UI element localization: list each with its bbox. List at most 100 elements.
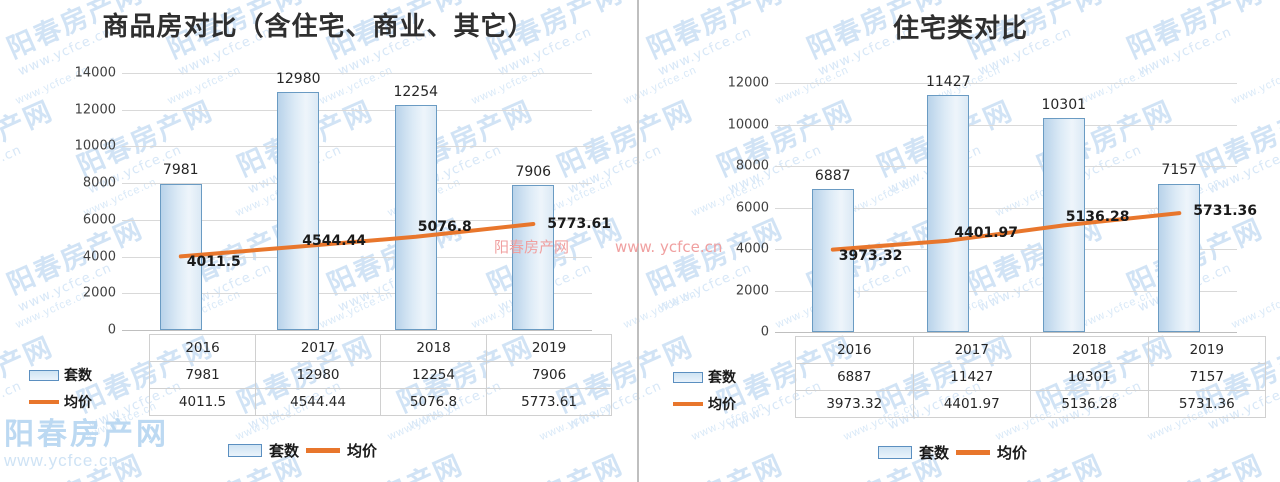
table-row: 套数 6887 11427 10301 7157 (671, 363, 1266, 391)
line-value-label: 5076.8 (417, 218, 472, 235)
table-value-cell: 7981 (148, 361, 257, 389)
red-watermark-cn: 阳春房产网 (494, 238, 570, 256)
chart-title-left: 商品房对比（含住宅、商业、其它） (102, 12, 535, 42)
y-axis-tick-label: 6000 (82, 212, 116, 228)
y-axis-tick-label: 4000 (735, 241, 769, 257)
y-axis-tick-label: 14000 (74, 65, 116, 81)
bar-value-label: 12980 (275, 70, 321, 87)
table-header-cell: 2018 (1030, 336, 1149, 364)
site-brand-url: www.ycfce.cn (4, 451, 119, 470)
line-value-label: 4011.5 (186, 254, 241, 271)
gridline (775, 249, 1237, 250)
gridline (775, 124, 1237, 126)
bar-value-label: 10301 (1041, 97, 1087, 114)
bar-value-label: 7906 (515, 163, 552, 180)
table-value-cell: 12254 (379, 361, 488, 389)
line-value-label: 5731.36 (1193, 203, 1258, 220)
y-axis-tick-label: 10000 (74, 138, 116, 154)
legend-label[interactable]: 套数 (269, 442, 300, 460)
bar-value-label: 7157 (1161, 162, 1198, 179)
table-series-key-cell: 均价 (27, 389, 150, 416)
line-value-label: 5773.61 (547, 216, 612, 232)
gridline (122, 256, 592, 258)
chart-panel-left: 商品房对比（含住宅、商业、其它） 0 2000 4000 6000 8000 10000 1… (0, 0, 637, 482)
table-series-key-cell: 套数 (27, 362, 150, 389)
bar-swatch-icon (29, 369, 59, 381)
table-series-key-cell: 均价 (671, 391, 796, 418)
table-value-cell: 7906 (486, 361, 612, 389)
table-value-cell: 6887 (795, 363, 914, 391)
site-brand-cn: 阳春房产网 (4, 417, 169, 452)
table-series-label: 套数 (708, 370, 736, 386)
table-header-cell: 2016 (148, 334, 257, 362)
y-axis-tick-label: 2000 (82, 285, 116, 301)
gridline (775, 207, 1237, 209)
table-value-cell: 12980 (255, 361, 381, 389)
gridline (775, 290, 1237, 292)
plot-area-left: 0 2000 4000 6000 8000 10000 12000 14000 7981 1298… (75, 66, 611, 338)
table-header-cell: 2018 (379, 334, 488, 362)
table-row: 套数 7981 12980 12254 7906 (27, 361, 612, 389)
table-value-cell: 4544.44 (255, 388, 381, 416)
table-header-cell: 2017 (255, 334, 381, 362)
table-corner-cell (671, 337, 796, 364)
table-series-label: 均价 (708, 397, 736, 413)
chart-panel-right: 住宅类对比 0 2000 4000 6000 8000 10000 12000 6887 114… (641, 0, 1280, 482)
table-value-cell: 4401.97 (912, 390, 1031, 418)
y-axis-tick-label: 2000 (735, 283, 769, 298)
table-series-label: 均价 (64, 395, 92, 411)
y-axis-tick-label: 0 (760, 324, 769, 340)
axis-baseline (122, 330, 592, 331)
legend-label[interactable]: 套数 (919, 444, 950, 462)
bar-swatch-icon (673, 371, 703, 383)
bar (394, 105, 437, 330)
table-row: 2016 2017 2018 2019 (27, 334, 612, 362)
line-swatch-icon (29, 400, 59, 404)
bar (927, 94, 970, 332)
gridline (122, 293, 592, 295)
gridline (775, 83, 1237, 84)
line-swatch-icon (673, 402, 703, 406)
y-axis-tick-label: 0 (107, 322, 116, 338)
site-brand-logo: 阳春房产网 www.ycfce.cn (4, 417, 169, 470)
table-value-cell: 10301 (1030, 363, 1149, 391)
bar (277, 91, 320, 330)
line-value-label: 3973.32 (838, 247, 903, 264)
table-corner-cell (27, 335, 150, 362)
table-value-cell: 4011.5 (148, 388, 257, 416)
chart-legend-left: 套数 均价 (228, 440, 377, 461)
legend-bar-icon (878, 446, 912, 459)
y-axis-tick-label: 12000 (74, 102, 116, 118)
data-table-right: 2016 2017 2018 2019 套数 6887 11427 10301 7157 均价 39… (671, 336, 1266, 418)
bar (512, 184, 555, 330)
bar-value-label: 6887 (814, 168, 851, 185)
table-value-cell: 5773.61 (486, 388, 612, 416)
legend-label[interactable]: 均价 (997, 444, 1028, 462)
bar-value-label: 12254 (393, 84, 439, 101)
table-header-cell: 2019 (486, 334, 612, 362)
chart-legend-right: 套数 均价 (878, 442, 1027, 463)
gridline (122, 219, 592, 221)
chart-title-right: 住宅类对比 (892, 14, 1028, 44)
line-value-label: 4401.97 (954, 224, 1019, 241)
line-series-path (830, 211, 1182, 252)
legend-label[interactable]: 均价 (347, 442, 378, 460)
table-row: 2016 2017 2018 2019 (671, 336, 1266, 364)
line-value-label: 5136.28 (1065, 209, 1130, 226)
legend-bar-icon (228, 444, 262, 457)
table-series-label: 套数 (64, 368, 92, 384)
gridline (122, 146, 592, 148)
table-value-cell: 3973.32 (795, 390, 914, 418)
gridline (122, 183, 592, 185)
table-row: 均价 4011.5 4544.44 5076.8 5773.61 (27, 388, 612, 416)
y-axis-tick-label: 10000 (727, 117, 769, 132)
table-value-cell: 5136.28 (1030, 390, 1149, 418)
gridline (122, 73, 592, 74)
line-value-label: 4544.44 (302, 232, 367, 249)
table-header-cell: 2017 (912, 336, 1031, 364)
table-row: 均价 3973.32 4401.97 5136.28 5731.36 (671, 390, 1266, 418)
table-value-cell: 5076.8 (379, 388, 488, 416)
red-watermark-url: www. ycfce.cn (615, 238, 723, 256)
bar (1158, 183, 1201, 332)
